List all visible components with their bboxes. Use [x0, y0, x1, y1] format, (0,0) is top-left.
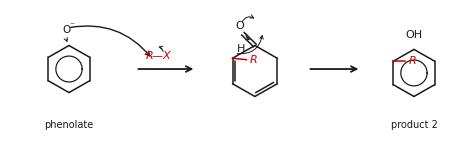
- Text: O: O: [62, 25, 70, 35]
- Text: ⁻: ⁻: [69, 21, 74, 31]
- Text: phenolate: phenolate: [45, 120, 94, 130]
- Text: H: H: [237, 44, 245, 54]
- Text: R: R: [146, 51, 154, 61]
- Text: —: —: [152, 51, 163, 61]
- Text: X: X: [163, 51, 170, 61]
- Text: product 2: product 2: [391, 120, 438, 130]
- Text: OH: OH: [405, 30, 422, 40]
- Text: R: R: [249, 55, 257, 65]
- Text: R: R: [408, 56, 416, 66]
- Text: O: O: [236, 21, 245, 31]
